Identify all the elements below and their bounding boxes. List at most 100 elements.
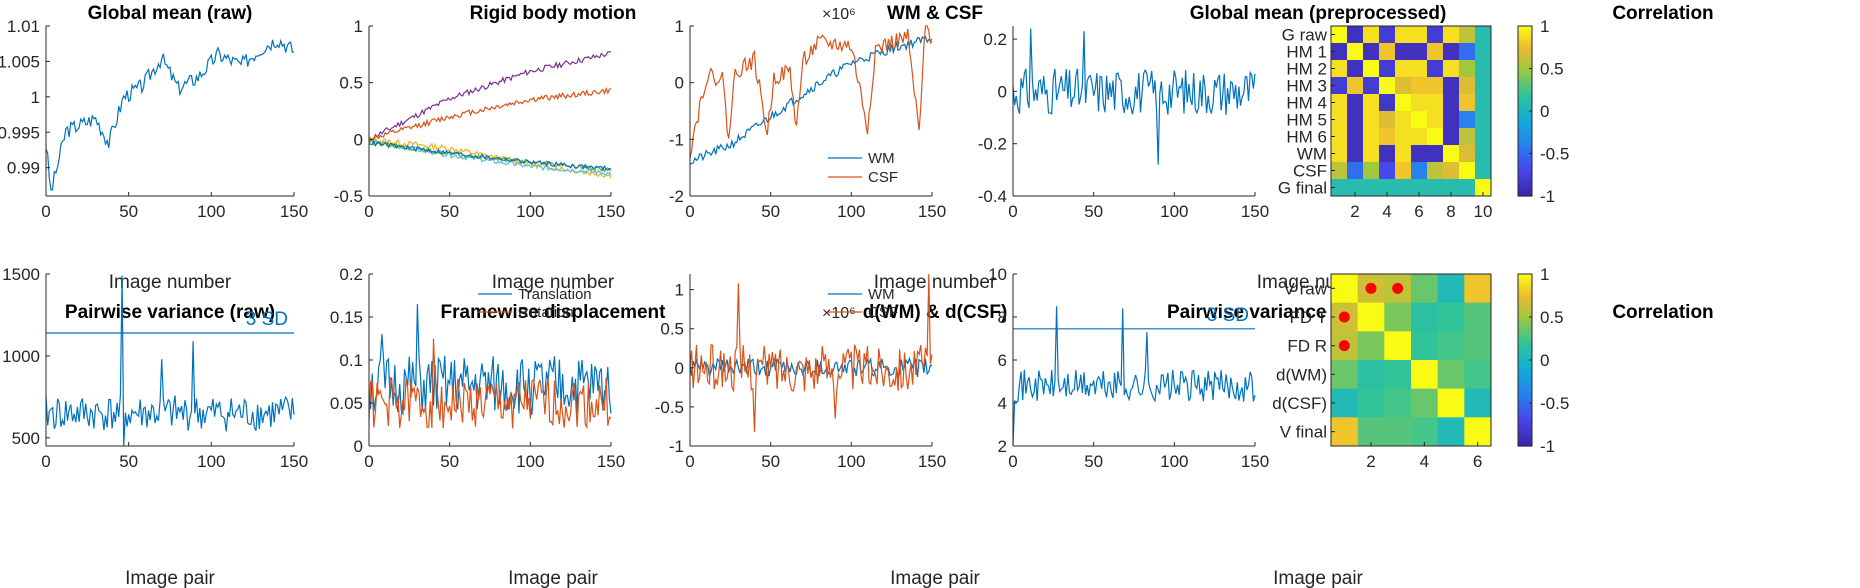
- colorbar-segment: [1518, 370, 1532, 375]
- colorbar-segment: [1518, 292, 1532, 297]
- heatmap-cell: [1427, 179, 1444, 197]
- colorbar-segment: [1518, 161, 1532, 165]
- x-tick-label: 100: [1160, 202, 1188, 221]
- colorbar-segment: [1518, 300, 1532, 305]
- colorbar-segment: [1518, 362, 1532, 366]
- heatmap-cell: [1443, 145, 1460, 163]
- heatmap-cell: [1331, 128, 1348, 146]
- x-tick-label: 10: [1474, 202, 1493, 221]
- row-label: HM 5: [1286, 111, 1327, 130]
- colorbar-segment: [1518, 124, 1532, 128]
- row-label: CSF: [1293, 162, 1327, 181]
- plot-area: 0 50 100 150 -0.4 -0.2 0 0.2: [978, 26, 1269, 221]
- heatmap-cell: [1411, 274, 1439, 304]
- heatmap-cell: [1411, 162, 1428, 180]
- colorbar-segment: [1518, 111, 1532, 115]
- heatmap-cell: [1347, 60, 1364, 78]
- colorbar-segment: [1518, 103, 1532, 107]
- y-tick-label: 0.995: [0, 123, 40, 142]
- heatmap-cell: [1459, 128, 1476, 146]
- heatmap-cell: [1363, 43, 1380, 61]
- heatmap-cell: [1384, 417, 1412, 447]
- row-label: HM 6: [1286, 128, 1327, 147]
- heatmap-cell: [1331, 360, 1359, 390]
- colorbar-segment: [1518, 424, 1532, 428]
- heatmap-cell: [1384, 360, 1412, 390]
- plot-area: 3 SD 0 50 100 150 500 1000 1500: [2, 265, 308, 471]
- colorbar-segment: [1518, 126, 1532, 131]
- x-tick-label: 150: [597, 202, 625, 221]
- colorbar-segment: [1518, 421, 1532, 426]
- colorbar-segment: [1518, 400, 1532, 404]
- panel-title: Global mean (raw): [88, 3, 253, 24]
- heatmap-cell: [1464, 302, 1492, 332]
- x-tick-label: 0: [1008, 452, 1017, 471]
- series-line-1: [45, 275, 295, 447]
- colorbar-segment: [1518, 132, 1532, 136]
- colorbar-segment: [1518, 52, 1532, 56]
- colorbar-segment: [1518, 429, 1532, 434]
- y-tick-label: 0.2: [339, 265, 363, 284]
- colorbar-segment: [1518, 71, 1532, 75]
- y-tick-label: 500: [12, 429, 40, 448]
- x-axis-label: Image pair: [508, 568, 598, 588]
- colorbar-segment: [1518, 63, 1532, 67]
- heatmap-cell: [1363, 179, 1380, 197]
- colorbar-segment: [1518, 346, 1532, 350]
- colorbar-segment: [1518, 295, 1532, 299]
- heatmap-cell: [1379, 145, 1396, 163]
- colorbar-label: 0.5: [1540, 308, 1564, 327]
- colorbar-segment: [1518, 411, 1532, 415]
- x-tick-label: 50: [761, 452, 780, 471]
- heatmap-cell: [1331, 111, 1348, 129]
- heatmap-cell: [1411, 145, 1428, 163]
- y-tick-label: 1: [675, 17, 684, 36]
- colorbar-segment: [1518, 327, 1532, 332]
- x-tick-label: 6: [1473, 452, 1482, 471]
- heatmap-cell: [1464, 331, 1492, 361]
- heatmap-cell: [1331, 26, 1348, 44]
- y-tick-label: 0.99: [7, 159, 40, 178]
- row-label: d(CSF): [1272, 394, 1327, 413]
- y-tick-label: 0: [998, 82, 1007, 101]
- colorbar-segment: [1518, 158, 1532, 163]
- heatmap-cell: [1379, 77, 1396, 95]
- heatmap-cell: [1427, 26, 1444, 44]
- heatmap-cell: [1475, 77, 1492, 95]
- heatmap-cell: [1384, 388, 1412, 418]
- heatmap-cell: [1427, 60, 1444, 78]
- heatmap-cell: [1357, 360, 1385, 390]
- panel-wm-csf: WM & CSF Image number ×10⁶ 0 50 100 150 -2 -1…: [669, 3, 997, 293]
- colorbar-segment: [1518, 73, 1532, 78]
- heatmap-cell: [1395, 60, 1412, 78]
- colorbar-label: 1: [1540, 265, 1549, 284]
- heatmap-cell: [1363, 60, 1380, 78]
- row-label: HM 4: [1286, 94, 1327, 113]
- colorbar-segment: [1518, 357, 1532, 361]
- colorbar-segment: [1518, 319, 1532, 323]
- x-axis-label: Image number: [874, 272, 997, 293]
- heatmap-cell: [1411, 60, 1428, 78]
- y-tick-label: 0.15: [330, 308, 363, 327]
- series-line-1: [1012, 306, 1256, 445]
- colorbar-segment: [1518, 166, 1532, 171]
- heatmap-cell: [1475, 128, 1492, 146]
- heatmap-cell: [1395, 77, 1412, 95]
- significance-marker: [1365, 282, 1377, 294]
- colorbar-segment: [1518, 303, 1532, 307]
- colorbar-segment: [1518, 68, 1532, 72]
- heatmap-cell: [1443, 179, 1460, 197]
- colorbar-label: 0.5: [1540, 60, 1564, 79]
- y-tick-label: -0.5: [655, 398, 684, 417]
- colorbar-segment: [1518, 153, 1532, 157]
- heatmap-cell: [1395, 94, 1412, 112]
- panel-rigid-body-motion: Rigid body motion Image number 0 50 100 150…: [334, 3, 637, 293]
- heatmap-cell: [1411, 94, 1428, 112]
- x-tick-label: 150: [918, 452, 946, 471]
- colorbar-segment: [1518, 413, 1532, 418]
- colorbar-segment: [1518, 376, 1532, 380]
- heatmap-cell: [1427, 111, 1444, 129]
- heatmap-cell: [1411, 302, 1439, 332]
- heatmap-cell: [1384, 331, 1412, 361]
- colorbar-segment: [1518, 118, 1532, 123]
